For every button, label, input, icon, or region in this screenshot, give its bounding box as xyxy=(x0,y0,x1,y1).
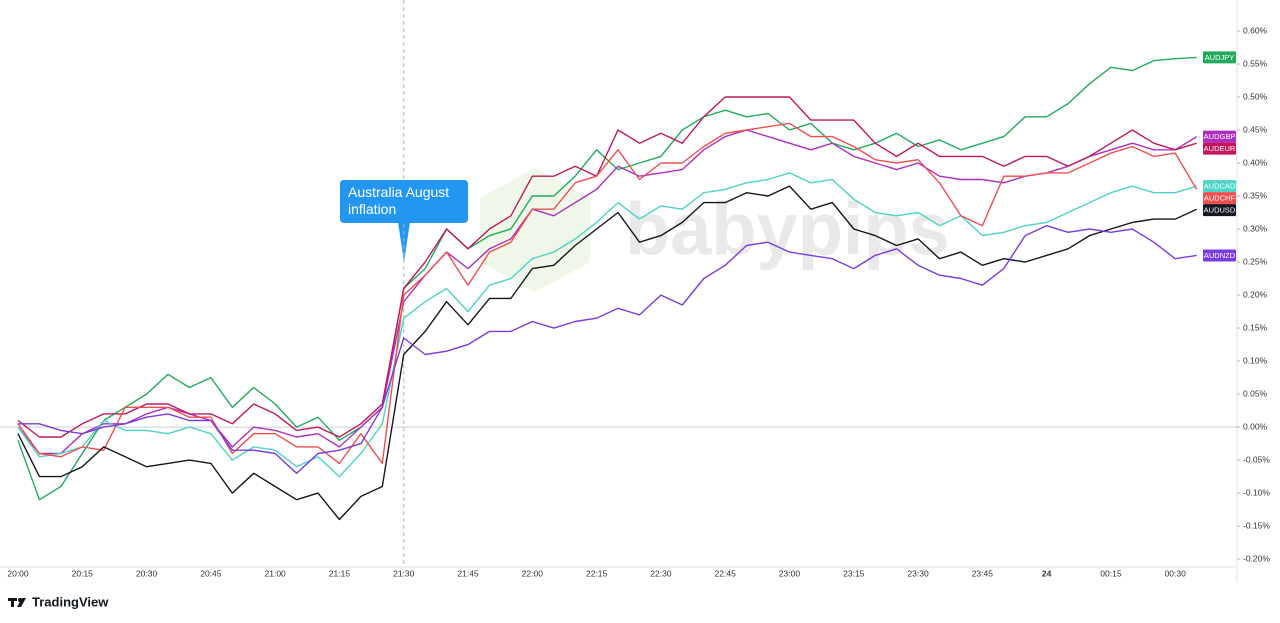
y-tick-label: -0.20% xyxy=(1243,553,1270,563)
x-tick-label: 21:45 xyxy=(457,568,479,578)
legend-label: AUDEUR xyxy=(1204,144,1236,153)
series-line xyxy=(18,224,1197,474)
x-tick-label: 20:30 xyxy=(136,568,158,578)
x-tick-label: 21:00 xyxy=(265,568,287,578)
series-line xyxy=(17,122,1198,465)
y-tick-label: 0.50% xyxy=(1243,91,1268,101)
legend-label: AUDNZD xyxy=(1204,251,1236,260)
y-tick-label: -0.05% xyxy=(1243,454,1270,464)
y-tick-label: 0.60% xyxy=(1243,25,1268,35)
y-tick-label: 0.30% xyxy=(1243,223,1268,233)
y-tick-label: 0.05% xyxy=(1243,388,1268,398)
legend-swatch xyxy=(1203,192,1236,205)
brand: TradingView xyxy=(32,594,109,609)
legend-swatch xyxy=(1203,130,1236,143)
x-tick-label: 22:45 xyxy=(715,568,737,578)
legend-label: AUDCHF xyxy=(1204,194,1236,203)
series-line xyxy=(17,96,1197,438)
y-tick-label: -0.15% xyxy=(1243,520,1270,530)
x-tick-label: 20:00 xyxy=(7,568,29,578)
x-tick-label: 20:45 xyxy=(200,568,222,578)
x-tick-label: 23:15 xyxy=(843,568,865,578)
brand-logo xyxy=(8,598,26,607)
x-tick-label: 23:45 xyxy=(972,568,994,578)
x-tick-label: 20:15 xyxy=(72,568,94,578)
series-line xyxy=(17,129,1198,455)
y-tick-label: 0.55% xyxy=(1243,58,1268,68)
y-tick-label: 0.20% xyxy=(1243,289,1268,299)
series-line xyxy=(17,185,1197,521)
watermark: babypips xyxy=(625,188,950,271)
legend-label: AUDCAD xyxy=(1204,182,1236,191)
x-tick-label: 00:30 xyxy=(1165,568,1187,578)
x-tick-label: 23:30 xyxy=(907,568,929,578)
x-tick-label: 22:30 xyxy=(650,568,672,578)
y-tick-label: 0.10% xyxy=(1243,355,1268,365)
x-tick-label: 21:30 xyxy=(393,568,415,578)
note-pointer xyxy=(398,222,410,262)
x-tick-label: 24 xyxy=(1042,568,1052,578)
y-tick-label: 0.40% xyxy=(1243,157,1268,167)
legend-swatch xyxy=(1203,204,1236,217)
watermark-logo xyxy=(480,168,590,292)
x-tick-label: 23:00 xyxy=(779,568,801,578)
y-tick-label: 0.35% xyxy=(1243,190,1268,200)
y-tick-label: 0.00% xyxy=(1243,421,1268,431)
annotation: Australia August inflation xyxy=(340,180,468,222)
series-line xyxy=(17,56,1197,501)
x-tick-label: 22:00 xyxy=(522,568,544,578)
y-tick-label: 0.45% xyxy=(1243,124,1268,134)
x-tick-label: 22:15 xyxy=(586,568,608,578)
legend-label: AUDJPY xyxy=(1205,53,1235,62)
x-tick-label: 21:15 xyxy=(329,568,351,578)
legend-swatch xyxy=(1203,249,1236,262)
y-tick-label: 0.15% xyxy=(1243,322,1268,332)
x-tick-label: 00:15 xyxy=(1100,568,1122,578)
series-line xyxy=(17,172,1197,478)
legend-label: AUDGBP xyxy=(1204,132,1236,141)
legend-swatch xyxy=(1203,180,1236,193)
legend-swatch xyxy=(1203,142,1236,155)
y-tick-label: -0.10% xyxy=(1243,487,1270,497)
legend-label: AUDUSD xyxy=(1204,206,1236,215)
legend-swatch xyxy=(1203,51,1236,64)
y-tick-label: 0.25% xyxy=(1243,256,1268,266)
